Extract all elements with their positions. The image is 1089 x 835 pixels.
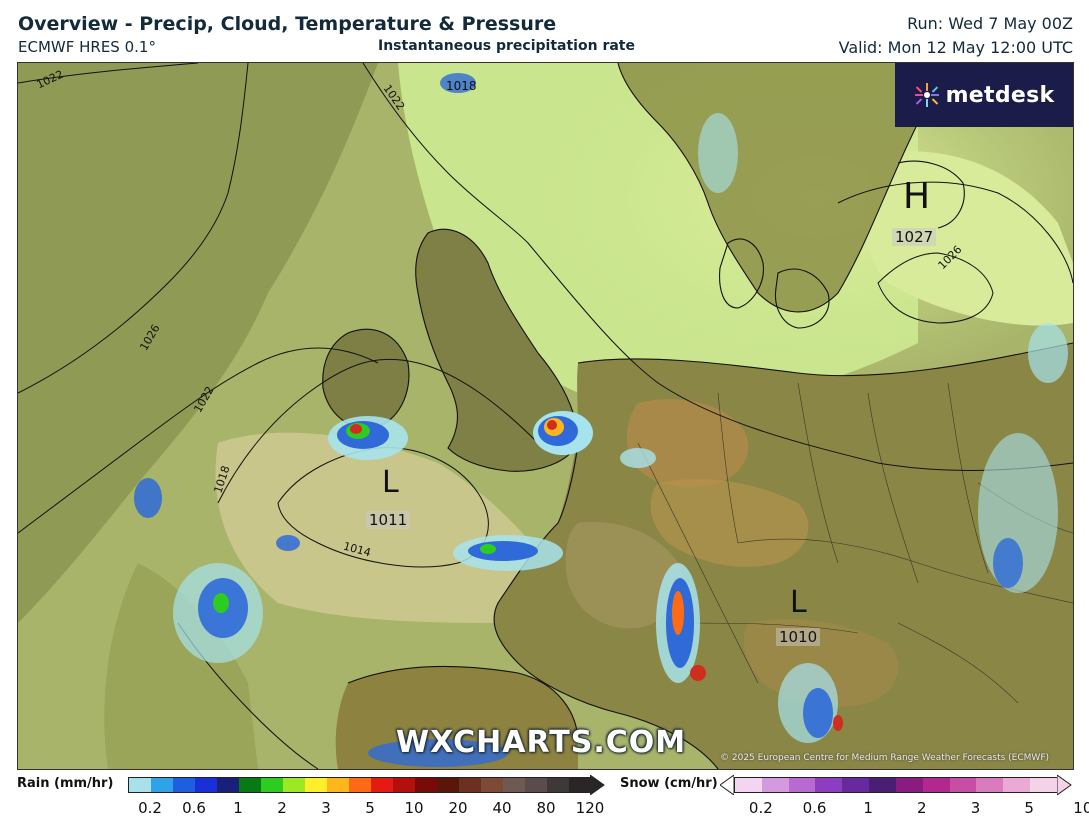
colorbar-swatch	[922, 778, 950, 792]
colorbar-swatch	[1003, 778, 1031, 792]
colorbar-swatch	[869, 778, 896, 792]
colorbar-tick-label: 3	[321, 799, 331, 817]
model-label: ECMWF HRES 0.1°	[18, 38, 156, 56]
snow-colorbar	[734, 777, 1058, 793]
pressure-centre-value: 1010	[776, 628, 821, 646]
ireland-landmass	[322, 329, 409, 429]
colorbar-tick-label: 20	[448, 799, 468, 817]
pressure-centre-value: 1018	[446, 79, 477, 93]
colorbar-swatch	[525, 778, 547, 792]
precipitation-cells	[134, 73, 1068, 767]
colorbar-tick-label: 120	[575, 799, 605, 817]
colorbar-tick-label: 2	[917, 799, 927, 817]
colorbar-swatch	[415, 778, 437, 792]
colorbar-swatch	[129, 778, 151, 792]
pressure-centre-letter: L	[382, 465, 399, 500]
colorbar-swatch	[173, 778, 195, 792]
colorbar-swatch	[371, 778, 393, 792]
snow-legend-label: Snow (cm/hr)	[620, 776, 718, 791]
colorbar-swatch	[949, 778, 977, 792]
pressure-centre-letter: L	[790, 585, 807, 620]
coastlines	[322, 63, 1073, 769]
rain-colorbar	[128, 777, 592, 793]
weather-map[interactable]: 1022 1022 1026 1022 1018 1014 1026 H 102…	[17, 62, 1074, 770]
layer-label: Instantaneous precipitation rate	[378, 38, 635, 54]
colorbar-swatch	[393, 778, 415, 792]
uk-landmass	[415, 229, 578, 472]
wxcharts-watermark: WXCHARTS.COM	[396, 725, 687, 760]
colorbar-swatch	[305, 778, 327, 792]
colorbar-tick-label: 3	[970, 799, 981, 817]
colorbar-tick-label: 0.6	[182, 799, 206, 817]
map-canvas	[18, 63, 1073, 769]
valid-time: Valid: Mon 12 May 12:00 UTC	[838, 38, 1073, 57]
colorbar-swatch	[239, 778, 261, 792]
colorbar-swatch	[788, 778, 816, 792]
snow-ticks: 0.2 0.6 1 2 3 5 10	[734, 799, 1089, 819]
colorbar-swatch	[547, 778, 569, 792]
colorbar-tick-label: 5	[1024, 799, 1034, 817]
pressure-centre-letter: H	[903, 176, 931, 217]
colorbar-tick-label: 2	[277, 799, 287, 817]
colorbar-swatch	[327, 778, 349, 792]
colorbar-tick-label: 0.2	[138, 799, 162, 817]
colorbar-swatch	[151, 778, 173, 792]
colorbar-swatch	[1030, 778, 1057, 792]
colorbar-tick-label: 40	[492, 799, 512, 817]
metdesk-logo[interactable]: metdesk	[895, 63, 1073, 127]
scandinavia-landmass	[618, 63, 918, 312]
rain-legend-label: Rain (mm/hr)	[17, 776, 114, 791]
chart-title: Overview - Precip, Cloud, Temperature & …	[18, 13, 557, 35]
colorbar-swatch	[195, 778, 217, 792]
colorbar-swatch	[283, 778, 305, 792]
metdesk-logo-text: metdesk	[945, 82, 1055, 108]
colorbar-tick-label: 0.2	[748, 799, 773, 817]
colorbar-swatch	[842, 778, 870, 792]
colorbar-swatch	[976, 778, 1004, 792]
colorbar-swatch	[815, 778, 843, 792]
colorbar-swatch	[481, 778, 503, 792]
copyright-notice: © 2025 European Centre for Medium Range …	[720, 753, 1050, 763]
colorbar-swatch	[503, 778, 525, 792]
colorbar-swatch	[349, 778, 371, 792]
colorbar-tick-label: 5	[365, 799, 375, 817]
colorbar-swatch	[459, 778, 481, 792]
snow-colorbar-arrow-right	[1057, 775, 1072, 795]
rain-colorbar-arrow	[590, 775, 605, 795]
colorbar-swatch	[261, 778, 283, 792]
colorbar-tick-label: 0.6	[802, 799, 827, 817]
colorbar-tick-label: 1	[863, 799, 873, 817]
run-time: Run: Wed 7 May 00Z	[907, 14, 1073, 33]
colorbar-swatch	[761, 778, 789, 792]
colorbar-swatch	[735, 778, 762, 792]
colorbar-swatch	[437, 778, 459, 792]
colorbar-swatch	[569, 778, 591, 792]
pressure-centre-value: 1011	[366, 511, 411, 529]
pressure-centre-value: 1027	[892, 228, 937, 246]
colorbar-tick-label: 10	[1073, 799, 1089, 817]
colorbar-swatch	[895, 778, 923, 792]
snow-colorbar-arrow-left	[720, 775, 734, 795]
colorbar-tick-label: 1	[233, 799, 243, 817]
colorbar-tick-label: 10	[404, 799, 424, 817]
metdesk-flower-icon	[914, 83, 939, 107]
colorbar-swatch	[217, 778, 239, 792]
colorbar-tick-label: 80	[536, 799, 556, 817]
rain-ticks: 0.2 0.6 1 2 3 5 10 20 40 80 120	[128, 799, 604, 819]
